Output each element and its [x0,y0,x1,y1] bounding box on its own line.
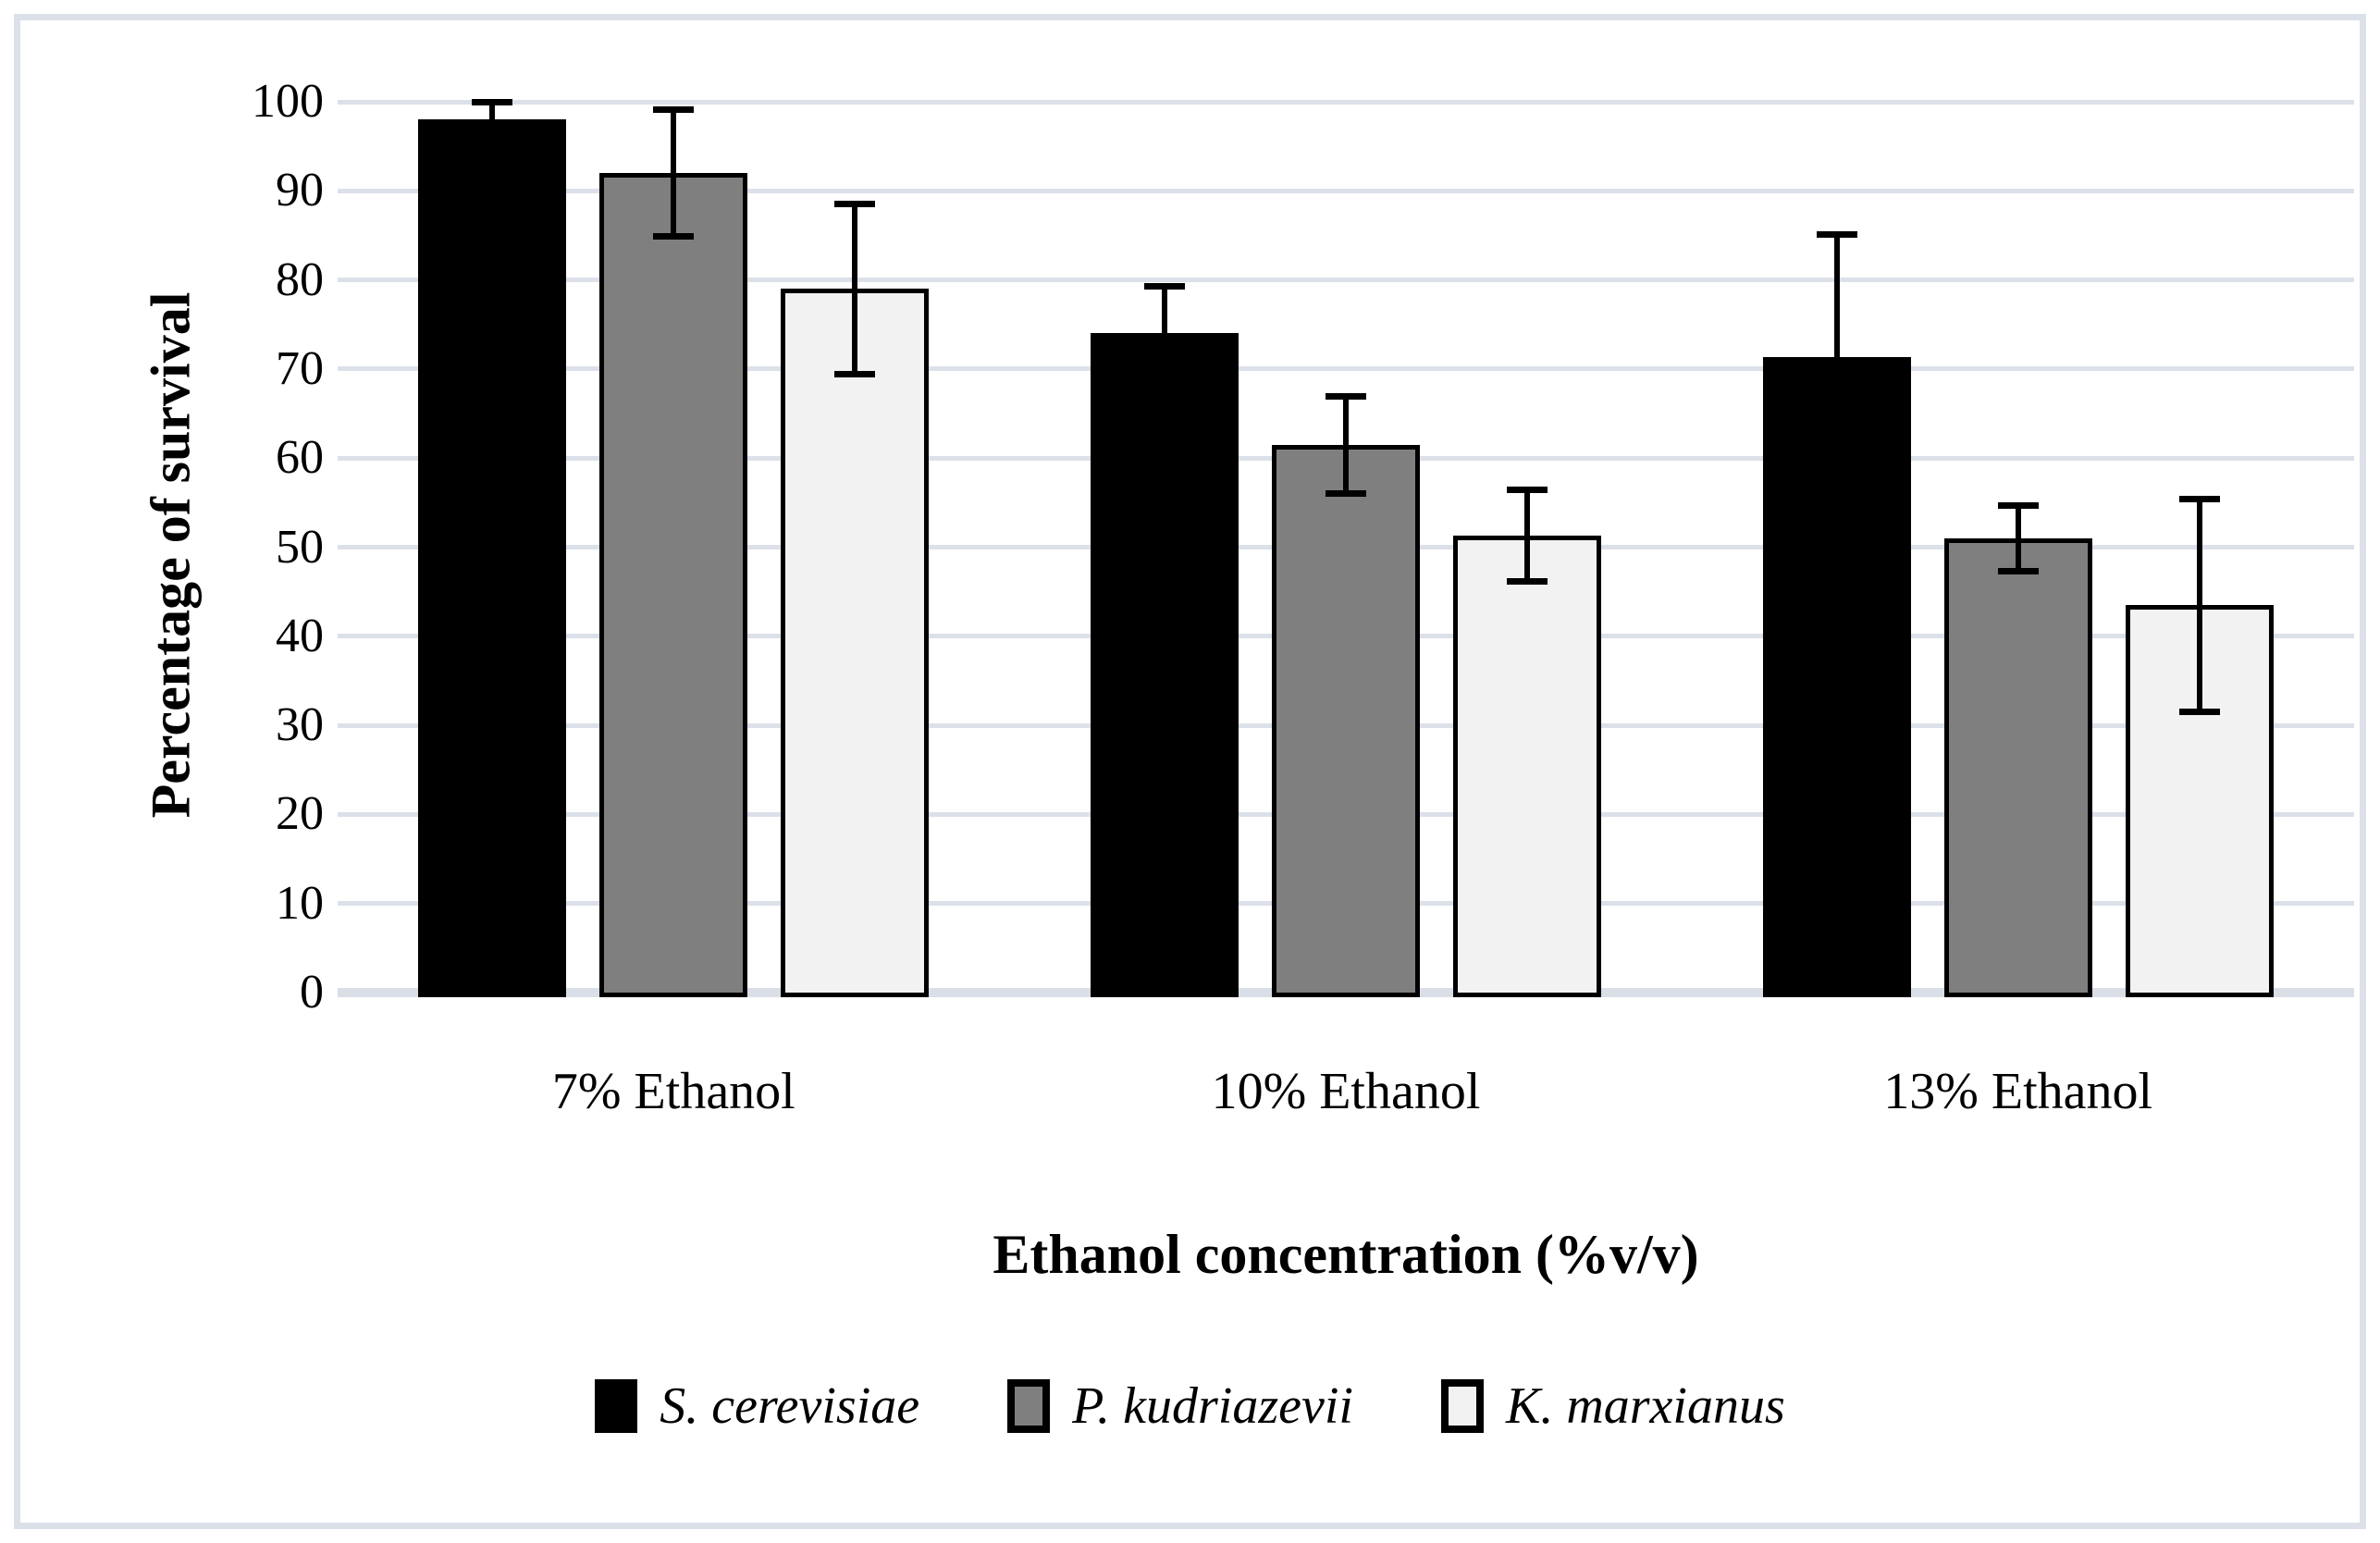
y-tick-label: 60 [276,431,324,485]
legend-item: K. marxianus [1440,1376,1785,1436]
y-tick-label: 20 [276,787,324,841]
error-bar-cap-bottom [834,370,876,377]
bar-p-kudriazevii [1943,537,2092,997]
error-bar-cap-top [1997,502,2039,510]
bar-p-kudriazevii [1272,444,1420,997]
category-label: 7% Ethanol [551,1063,795,1120]
legend-label: P. kudriazevii [1072,1377,1353,1435]
error-bar-cap-top [834,200,876,207]
bar-s-cerevisiae [418,119,567,997]
bar-k-marxianus [781,289,930,997]
y-tick-label: 70 [276,341,324,395]
category-label: 13% Ethanol [1883,1063,2153,1120]
legend-label: S. cerevisiae [660,1377,920,1435]
bar-p-kudriazevii [599,173,748,997]
bar-k-marxianus [1453,535,1601,997]
x-axis-title: Ethanol concentration (%v/v) [993,1224,1699,1285]
gridline [338,278,2354,283]
error-bar [2196,498,2202,712]
error-bar-cap-bottom [1144,376,1185,384]
gridline [338,188,2354,193]
y-tick-label: 10 [276,876,324,930]
error-bar-cap-top [653,105,695,113]
error-bar [1162,286,1167,381]
y-tick-label: 90 [276,164,324,217]
bar-s-cerevisiae [1091,333,1239,997]
error-bar-cap-top [1816,231,1857,239]
y-tick-label: 30 [276,698,324,752]
error-bar-cap-bottom [653,233,695,241]
legend-item: P. kudriazevii [1007,1376,1353,1436]
error-bar-cap-bottom [1326,489,1366,497]
error-bar-cap-bottom [1816,476,1857,484]
legend: S. cerevisiae P. kudriazevii K. marxianus [0,1376,2380,1436]
gridline [338,366,2354,372]
error-bar [1524,488,1530,583]
y-tick-label: 80 [276,253,324,306]
error-bar [489,102,496,138]
y-tick-label: 0 [300,966,324,1018]
legend-swatch-icon [1007,1379,1051,1433]
error-bar-cap-top [472,99,513,105]
legend-swatch-icon [595,1379,638,1433]
legend-swatch-icon [1440,1379,1484,1433]
y-tick-label: 100 [252,75,324,128]
error-bar [671,108,677,238]
gridline [338,99,2354,105]
error-bar-cap-bottom [2178,708,2220,715]
error-bar-cap-top [1144,283,1185,290]
error-bar-cap-top [2178,495,2220,502]
error-bar [852,203,858,375]
legend-label: K. marxianus [1505,1377,1785,1435]
y-tick-label: 50 [276,520,324,574]
error-bar-cap-bottom [1997,567,2039,574]
error-bar-cap-bottom [1507,578,1548,586]
error-bar-cap-top [1326,392,1366,400]
category-label: 10% Ethanol [1211,1063,1481,1120]
error-bar [2015,505,2021,572]
error-bar-cap-bottom [472,133,513,141]
error-bar-cap-top [1507,486,1548,493]
error-bar [1833,234,1840,481]
error-bar [1343,395,1349,494]
legend-item: S. cerevisiae [595,1376,919,1436]
y-tick-label: 40 [276,609,324,662]
